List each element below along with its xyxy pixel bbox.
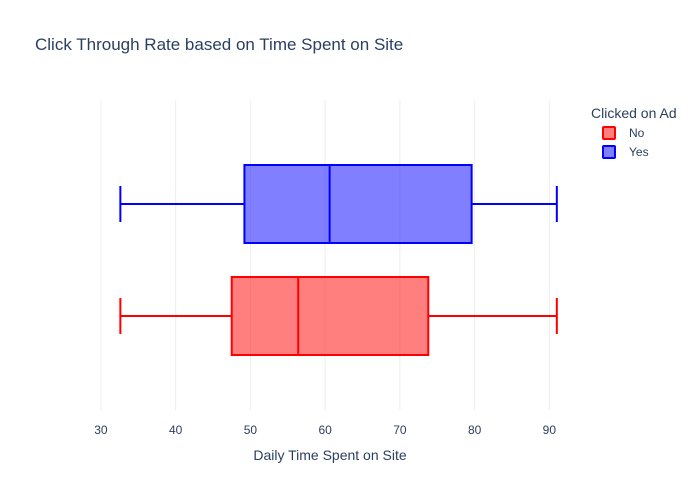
legend-title: Clicked on Ad	[591, 105, 677, 121]
legend-swatch	[602, 126, 616, 140]
legend-label: Yes	[629, 145, 649, 159]
x-axis-label: Daily Time Spent on Site	[253, 447, 407, 463]
legend-item-no[interactable]: No	[602, 126, 645, 140]
legend-label: No	[629, 126, 645, 140]
box-yes[interactable]	[119, 164, 558, 244]
box-iqr[interactable]	[243, 164, 473, 244]
x-tick-label: 70	[393, 423, 407, 437]
gridlines	[100, 100, 550, 410]
chart-title: Click Through Rate based on Time Spent o…	[35, 35, 403, 54]
box-iqr[interactable]	[230, 276, 430, 356]
x-tick-label: 80	[468, 423, 482, 437]
box-plots	[119, 164, 558, 356]
x-tick-label: 50	[244, 423, 258, 437]
legend[interactable]: Clicked on Ad No Yes	[591, 105, 677, 159]
x-tick-label: 30	[94, 423, 108, 437]
legend-swatch	[602, 145, 616, 159]
x-tick-label: 90	[543, 423, 557, 437]
x-tick-label: 60	[318, 423, 332, 437]
x-tick-label: 40	[169, 423, 183, 437]
legend-item-yes[interactable]: Yes	[602, 145, 649, 159]
x-axis-ticks: 30 40 50 60 70 80 90	[94, 423, 556, 437]
box-no[interactable]	[119, 276, 558, 356]
